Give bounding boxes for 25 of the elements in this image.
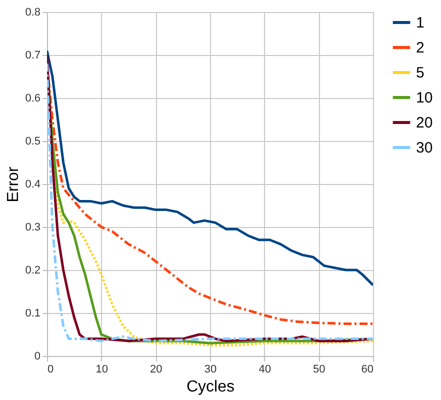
x-tick-label: 10 bbox=[96, 364, 108, 376]
legend-label: 20 bbox=[416, 114, 433, 132]
x-tick-label: 30 bbox=[204, 364, 217, 376]
x-tick-label: 0 bbox=[48, 364, 54, 376]
y-tick-label: 0.8 bbox=[25, 6, 40, 18]
x-axis-title: Cycles bbox=[186, 378, 235, 396]
y-tick-label: 0.4 bbox=[25, 178, 40, 190]
y-tick-label: 0.6 bbox=[25, 92, 40, 104]
x-tick-label: 20 bbox=[150, 364, 162, 376]
x-tick-label: 50 bbox=[313, 364, 326, 376]
y-tick-label: 0.5 bbox=[25, 136, 40, 148]
y-tick-label: 0.3 bbox=[25, 222, 40, 234]
legend-label: 30 bbox=[416, 140, 433, 156]
line-series bbox=[47, 49, 373, 286]
y-tick-label: 0.1 bbox=[25, 308, 40, 320]
legend-label: 1 bbox=[416, 14, 424, 32]
legend-label: 2 bbox=[416, 40, 424, 56]
y-tick-label: 0.2 bbox=[25, 264, 40, 276]
y-tick-label: 0 bbox=[34, 350, 40, 362]
x-tick-label: 40 bbox=[258, 364, 271, 376]
y-tick-label: 0.7 bbox=[25, 50, 40, 62]
y-axis-title: Error bbox=[5, 166, 22, 202]
legend-label: 5 bbox=[416, 64, 424, 82]
x-tick-label: 60 bbox=[361, 364, 374, 376]
legend-label: 10 bbox=[416, 90, 433, 106]
